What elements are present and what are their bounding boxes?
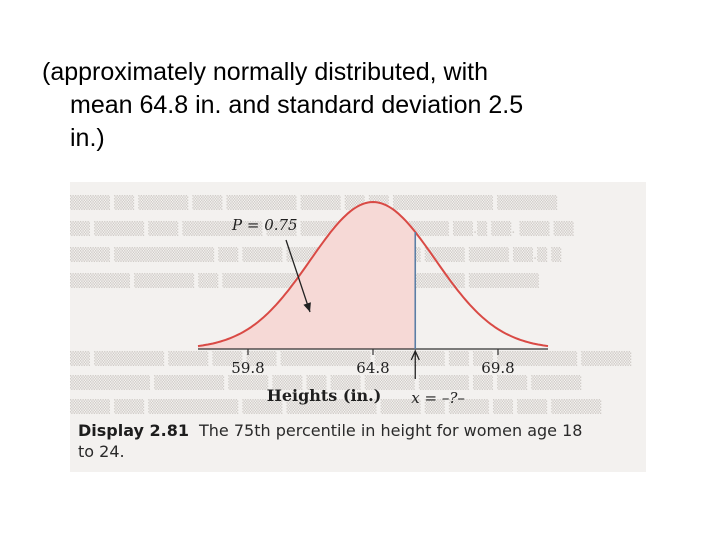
- bleed-through-text: ▒▒▒▒ ▒▒▒ ▒▒▒▒▒▒▒▒▒ ▒▒▒▒ ▒▒▒▒▒▒▒▒▒ ▒▒▒▒ ▒…: [70, 400, 602, 415]
- normal-curve-line: [197, 200, 549, 348]
- caption-text-line-2: to 24.: [78, 442, 125, 461]
- p-pointer-arrow: [285, 239, 311, 313]
- p-pointer-arrowhead: [303, 302, 311, 312]
- shaded-area-p075: [198, 202, 416, 349]
- bleed-through-text: ▒▒▒▒ ▒▒ ▒▒▒▒▒ ▒▒▒ ▒▒▒▒▒▒▒ ▒▒▒▒ ▒▒ ▒▒ ▒▒▒…: [70, 196, 558, 211]
- bleed-through-text: ▒▒ ▒▒▒▒▒▒▒ ▒▒▒▒ ▒▒▒ ▒▒▒ ▒▒▒▒▒▒▒▒▒ ▒▒▒▒▒▒…: [70, 352, 632, 367]
- unknown-x-label: x = –?–: [411, 389, 465, 407]
- x-tick-label: 64.8: [356, 359, 389, 377]
- bleed-through-text: ▒▒▒▒▒▒▒▒ ▒▒▒▒▒▒▒ ▒▒▒▒ ▒▒▒ ▒▒ ▒▒▒ ▒▒▒▒▒ ▒…: [70, 376, 582, 391]
- slide-text-line-3: in.): [70, 124, 105, 152]
- probability-label: P = 0.75: [231, 216, 298, 234]
- x-axis-ticks: [247, 349, 499, 355]
- normal-curve-chart: 59.8 64.8 69.8 P = 0.75 Heights (in.) x = …: [197, 200, 549, 407]
- slide-body-text: (approximately normally distributed, wit…: [42, 56, 682, 155]
- x-axis-title: Heights (in.): [267, 386, 382, 405]
- caption-text-line-1: The 75th percentile in height for women …: [199, 421, 583, 440]
- percentile-marker-arrow: [410, 349, 420, 379]
- x-axis-tick-labels: 59.8 64.8 69.8: [231, 359, 514, 377]
- figure-caption: Display 2.81 The 75th percentile in heigh…: [78, 420, 638, 462]
- bleed-through-text: ▒▒ ▒▒▒▒▒ ▒▒▒ ▒▒▒▒▒▒▒▒ ▒▒▒ ▒▒▒▒▒▒ ▒▒▒▒ ▒▒…: [70, 222, 574, 237]
- textbook-figure: ▒▒▒▒ ▒▒ ▒▒▒▒▒ ▒▒▒ ▒▒▒▒▒▒▒ ▒▒▒▒ ▒▒ ▒▒ ▒▒▒…: [70, 182, 646, 472]
- slide-text-line-2: mean 64.8 in. and standard deviation 2.5: [70, 91, 524, 119]
- x-tick-label: 69.8: [481, 359, 514, 377]
- slide-text-line-1: (approximately normally distributed, wit…: [42, 58, 489, 86]
- x-tick-label: 59.8: [231, 359, 264, 377]
- caption-number: Display 2.81: [78, 421, 190, 440]
